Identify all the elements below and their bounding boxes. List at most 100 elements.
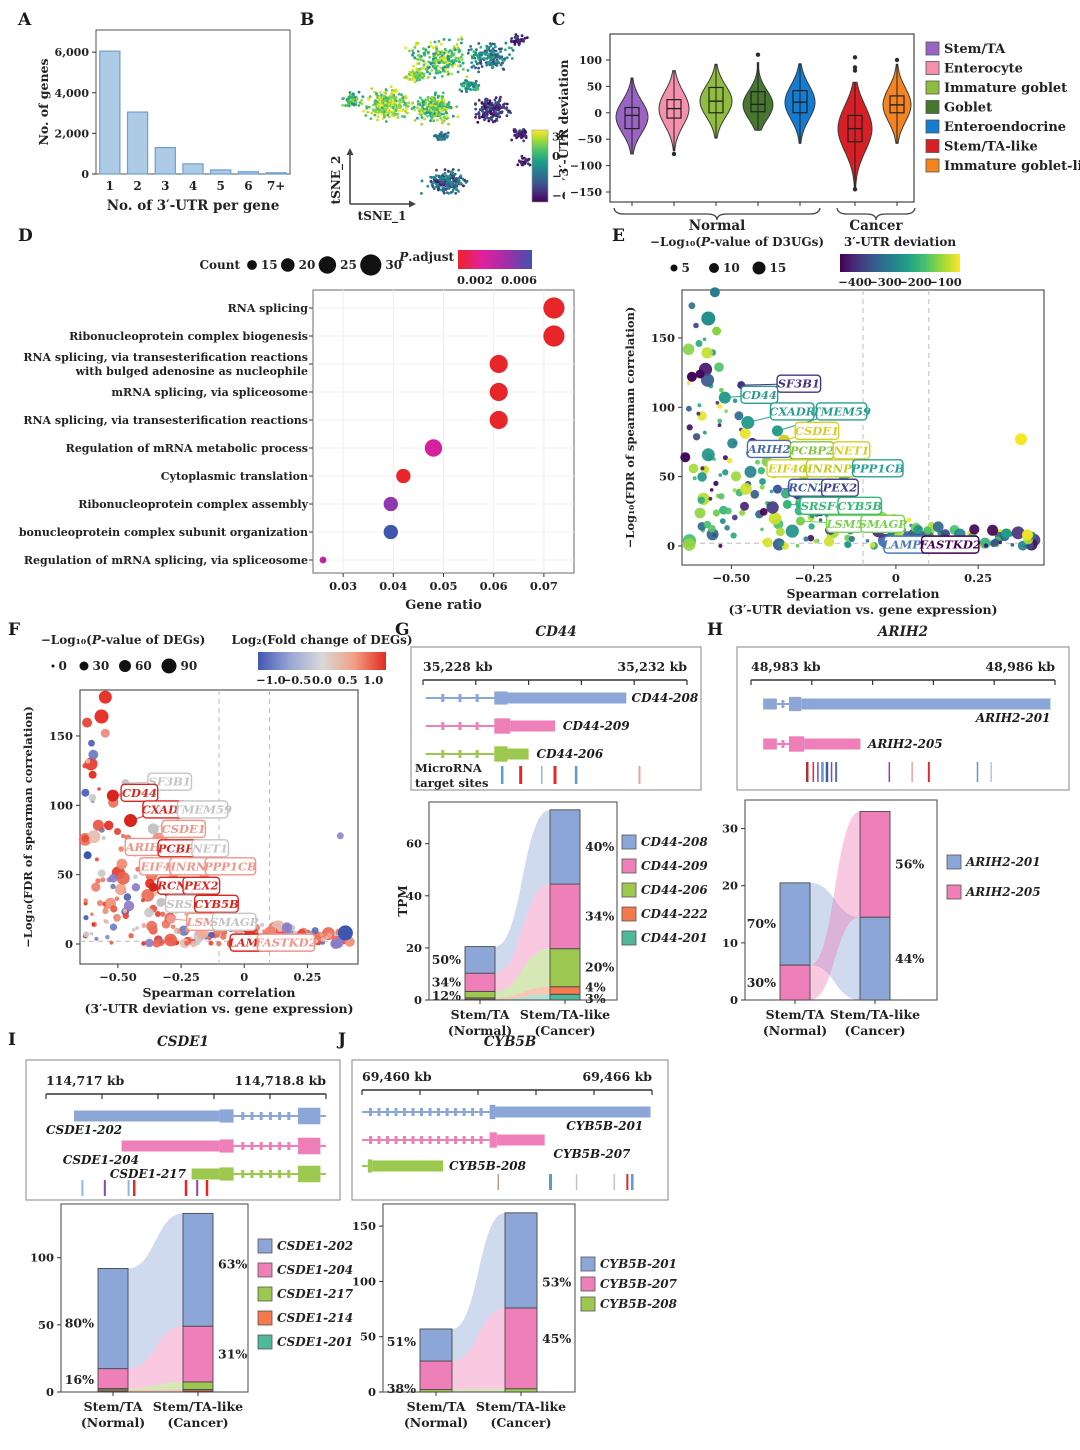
transcript-label: CD44-208 [632, 691, 699, 705]
gene-label: LSM5 [825, 517, 863, 531]
point [416, 50, 420, 53]
point [490, 49, 494, 53]
legend-swatch [257, 1286, 273, 1302]
point [759, 484, 765, 490]
panel-c: C 100 50 0 −50 −100 −150 3′-UTR deviation Norma… [552, 10, 1080, 232]
point [152, 939, 161, 948]
point [160, 911, 166, 917]
point [686, 424, 693, 431]
point [216, 941, 222, 947]
point [459, 36, 463, 39]
y-tick-label: 100 [579, 54, 602, 67]
point [969, 524, 980, 535]
point [418, 78, 422, 82]
point [466, 69, 470, 72]
point [1022, 529, 1033, 541]
gene-label-box [794, 421, 840, 441]
coord-left-label: 114,717 kb [46, 1073, 125, 1088]
point [370, 111, 374, 115]
gene-title: CYB5B [484, 1034, 537, 1050]
point [415, 67, 418, 71]
y-axis-title: tSNE_2 [329, 156, 344, 205]
small-exon [781, 740, 785, 748]
point [499, 50, 502, 54]
count-legend-dot [281, 258, 295, 272]
y-tick-label: 150 [49, 729, 73, 743]
color-legend-gradient [840, 254, 960, 272]
point [413, 46, 417, 49]
small-exon [454, 1136, 458, 1144]
stacked-bar-segment [779, 964, 811, 1001]
point [426, 70, 429, 74]
point [510, 40, 513, 44]
point [739, 428, 751, 439]
point [85, 758, 91, 764]
point [131, 927, 136, 932]
percent-label: 30% [747, 975, 776, 990]
y-tick-label: 60 [406, 837, 422, 851]
point [500, 106, 503, 109]
gene-label-box [147, 772, 193, 791]
point [466, 51, 470, 55]
y-tick-label: 100 [30, 1251, 54, 1265]
point [441, 180, 445, 184]
point [83, 898, 88, 903]
legend-label: ARIH2-201 [965, 855, 1041, 869]
alluvial-ribbon [495, 809, 550, 974]
legend-swatch [257, 1262, 273, 1278]
point [435, 45, 438, 48]
panel-letter-g: G [395, 620, 410, 640]
point [122, 912, 129, 920]
x-tick-label: 0.25 [964, 571, 992, 585]
point [121, 833, 126, 839]
gene-label-box [191, 839, 230, 858]
percent-label: 50% [432, 952, 461, 967]
point [90, 912, 94, 916]
point [479, 61, 482, 65]
point [906, 517, 912, 523]
point [360, 99, 363, 102]
transcript-label: ARIH2-205 [867, 737, 943, 751]
size-legend-dot [670, 264, 678, 272]
point [505, 102, 509, 106]
point [500, 57, 504, 61]
point [405, 75, 408, 79]
y-tick-label: 0 [65, 937, 73, 951]
point [428, 108, 431, 112]
point [118, 846, 124, 852]
point [367, 98, 371, 101]
point [128, 933, 134, 939]
point [476, 120, 480, 124]
mirna-label-line1: MicroRNA [415, 761, 483, 775]
small-exon [471, 1108, 475, 1116]
point [785, 524, 799, 538]
point [485, 44, 489, 48]
legend-swatch [925, 100, 940, 114]
point [479, 108, 482, 111]
point [376, 107, 380, 111]
gene-label-box [815, 402, 868, 421]
point [384, 98, 387, 102]
point [437, 174, 441, 178]
point [465, 75, 469, 79]
point [485, 50, 489, 54]
category-label: Stem/TA [766, 1007, 825, 1022]
point [452, 184, 456, 188]
point [422, 100, 425, 104]
panel-a: A 0 2,000 4,000 6,000 1 2 3 4 5 6 7+ No. of 3′-UTR … [18, 10, 308, 227]
point [94, 936, 99, 941]
point [418, 96, 422, 100]
point [714, 362, 724, 372]
point [739, 509, 746, 516]
category-label: Stem/TA [84, 1399, 143, 1414]
point [718, 493, 725, 500]
stacked-bar-segment [859, 810, 891, 918]
point [443, 102, 446, 106]
bar [126, 111, 149, 175]
point [376, 118, 379, 122]
legend-swatch [580, 1296, 596, 1312]
small-exon [268, 1112, 272, 1120]
point [438, 102, 442, 106]
percent-label: 31% [218, 1346, 247, 1361]
gene-label: SMAGP [859, 517, 908, 531]
